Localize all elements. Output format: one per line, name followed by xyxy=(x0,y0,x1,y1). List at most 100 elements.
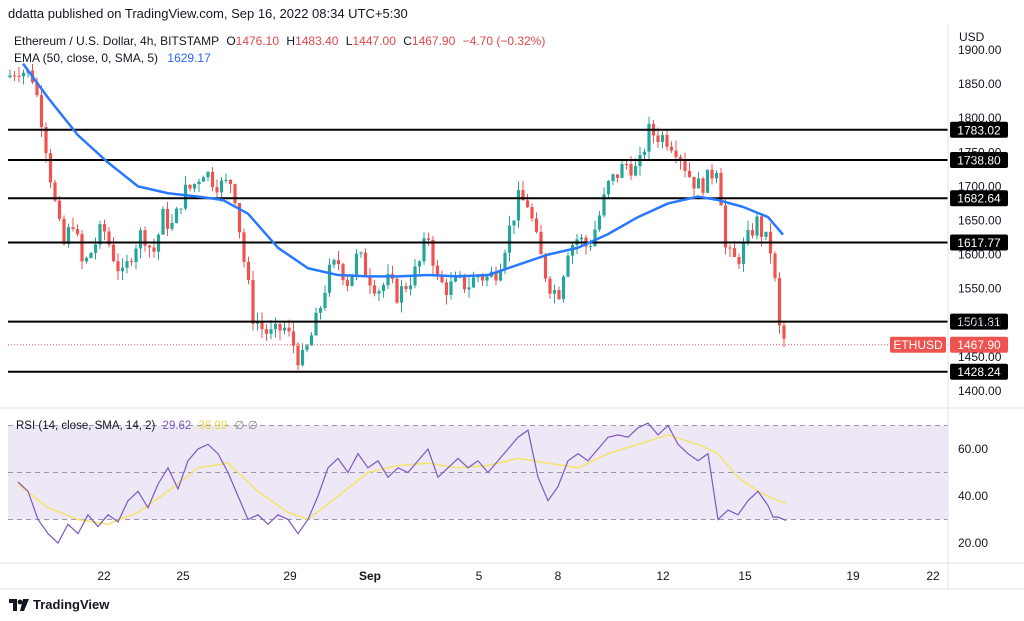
candle-body xyxy=(741,243,746,264)
candle-body xyxy=(615,174,620,178)
time-tick-label: 5 xyxy=(476,569,483,583)
open-value: 1476.10 xyxy=(235,34,280,48)
candle-body xyxy=(242,232,246,262)
candle-body xyxy=(12,75,17,77)
candle-body xyxy=(323,292,327,309)
rsi-pane[interactable] xyxy=(8,422,948,544)
candle-body xyxy=(341,264,345,281)
candle-body xyxy=(80,234,84,262)
level-label-bg xyxy=(950,234,1008,251)
candle-body xyxy=(395,278,399,303)
candle-body xyxy=(197,181,201,185)
candle-body xyxy=(372,285,377,294)
level-label: 1428.24 xyxy=(957,365,1001,379)
change-value: −4.70 (−0.32%) xyxy=(462,34,546,48)
candle-body xyxy=(723,205,728,248)
low-value: 1447.00 xyxy=(352,34,396,48)
candle-body xyxy=(404,286,408,290)
level-label: 1682.64 xyxy=(957,192,1001,206)
candle-body xyxy=(107,231,111,245)
symbol-tag-bg xyxy=(890,336,946,353)
candle-body xyxy=(287,327,291,332)
candle-body xyxy=(719,172,723,206)
ema-legend[interactable]: EMA (50, close, 0, SMA, 5) 1629.17 xyxy=(14,51,211,65)
candle-body xyxy=(521,190,525,201)
candle-body xyxy=(759,216,764,237)
candle-body xyxy=(318,308,323,313)
candle-body xyxy=(602,194,606,216)
time-tick-label: 15 xyxy=(738,569,752,583)
candle-body xyxy=(354,253,359,275)
candle-body xyxy=(624,164,629,166)
candle-body xyxy=(687,170,692,177)
candle-body xyxy=(746,230,750,244)
price-tick-label: 1550.00 xyxy=(958,282,1002,296)
candle-body xyxy=(377,291,381,294)
candle-body xyxy=(188,184,192,189)
candle-body xyxy=(782,325,786,339)
candle-body xyxy=(71,227,75,230)
candles xyxy=(8,63,786,370)
rsi-ma-value: 36.99 xyxy=(198,420,228,432)
candle-body xyxy=(237,203,242,233)
last-price-label: 1467.90 xyxy=(957,338,1001,352)
candle-body xyxy=(201,177,206,182)
candle-body xyxy=(710,169,714,179)
candle-body xyxy=(696,178,701,189)
price-pane[interactable]: 1783.02 1738.80 1682.64 1617.77 1501.81 1428.… xyxy=(8,62,1008,380)
candle-body xyxy=(161,208,165,235)
high-value: 1483.40 xyxy=(295,34,339,48)
candle-body xyxy=(629,164,633,176)
candle-body xyxy=(332,260,336,265)
candle-body xyxy=(525,200,530,208)
candle-body xyxy=(426,238,431,240)
candle-body xyxy=(125,261,129,268)
candle-body xyxy=(305,345,309,351)
candle-body xyxy=(129,261,134,263)
level-label: 1501.81 xyxy=(957,315,1001,329)
candle-body xyxy=(174,208,179,224)
candle-body xyxy=(309,335,314,346)
price-tick-label: 1650.00 xyxy=(958,214,1002,228)
candle-body xyxy=(417,261,422,267)
price-tick-label: 1700.00 xyxy=(958,179,1002,193)
candle-body xyxy=(647,123,651,152)
candle-body xyxy=(251,280,255,324)
candle-body xyxy=(683,160,687,171)
candle-body xyxy=(611,174,615,182)
price-tick-label: 1400.00 xyxy=(958,384,1002,398)
candle-body xyxy=(264,329,269,334)
candle-body xyxy=(728,247,732,249)
rsi-legend[interactable]: RSI (14, close, SMA, 14, 2) 29.62 36.99 … xyxy=(16,418,258,432)
price-tick-label: 1850.00 xyxy=(958,77,1002,91)
candle-body xyxy=(665,134,669,147)
candle-body xyxy=(120,267,125,272)
candle-body xyxy=(440,274,444,283)
candle-body xyxy=(543,254,548,279)
candle-body xyxy=(705,169,710,193)
candle-body xyxy=(606,181,611,195)
candle-body xyxy=(111,244,116,262)
candle-body xyxy=(260,322,264,330)
rsi-line xyxy=(17,422,787,544)
candle-body xyxy=(561,276,566,300)
last-price-bg xyxy=(950,336,1008,353)
time-tick-label: 22 xyxy=(926,569,940,583)
candle-body xyxy=(273,323,278,330)
candle-body xyxy=(327,264,332,293)
candle-body xyxy=(777,277,782,326)
symbol-legend[interactable]: Ethereum / U.S. Dollar, 4h, BITSTAMP O14… xyxy=(14,34,545,48)
candle-body xyxy=(552,290,557,294)
candle-body xyxy=(534,218,539,232)
time-tick-label: 12 xyxy=(656,569,670,583)
candle-body xyxy=(170,223,174,229)
candle-body xyxy=(314,312,318,336)
price-tick-label: 1750.00 xyxy=(958,145,1002,159)
price-tick-label: 1500.00 xyxy=(958,316,1002,330)
candle-body xyxy=(453,276,458,282)
candle-body xyxy=(228,179,233,185)
tradingview-brand[interactable]: TradingView xyxy=(9,597,109,612)
candle-body xyxy=(206,171,210,178)
candle-body xyxy=(597,215,602,230)
